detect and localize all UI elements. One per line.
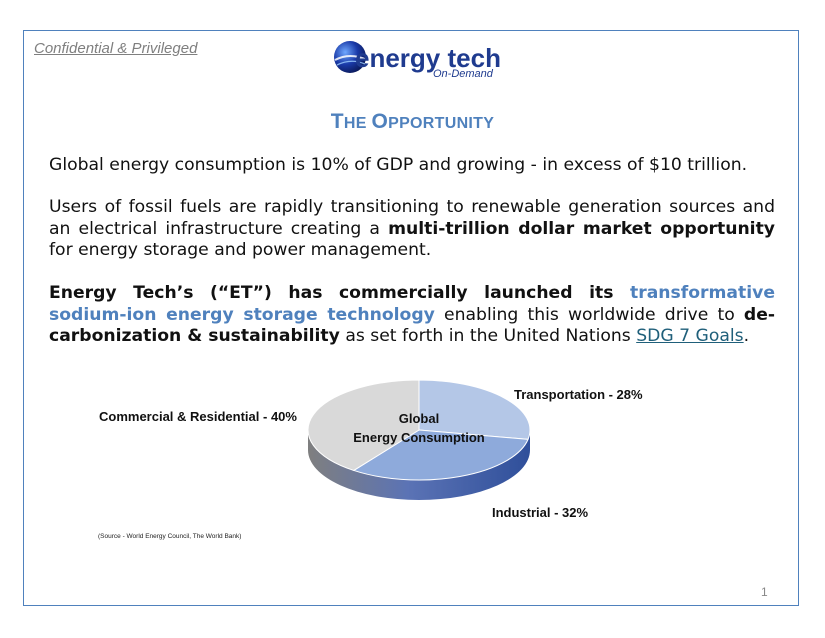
svg-text:energy tech: energy tech: [355, 43, 501, 73]
pie-title-line1: Global: [399, 411, 439, 426]
slide-frame: [23, 30, 799, 606]
page-number: 1: [761, 585, 768, 599]
chart-source-note: (Source - World Energy Council, The Worl…: [98, 533, 242, 540]
pie-slice-commercial-residential: [307, 379, 420, 471]
paragraph-fossil-fuels: Users of fossil fuels are rapidly transi…: [49, 197, 775, 260]
pie-side-wall: [308, 430, 530, 500]
sdg7-goals-link[interactable]: SDG 7 Goals: [636, 326, 744, 346]
slice-label-transportation: Transportation - 28%: [514, 387, 643, 402]
slice-label-commercial: Commercial & Residential - 40%: [99, 409, 297, 424]
paragraph-energy-tech: Energy Tech’s (“ET”) has commercially la…: [49, 283, 775, 346]
svg-text:On-Demand: On-Demand: [433, 68, 494, 80]
pie-slice-industrial: [352, 429, 529, 481]
confidential-notice: Confidential & Privileged: [34, 40, 198, 57]
slice-label-industrial: Industrial - 32%: [492, 505, 589, 520]
slide-title: THE OPPORTUNITY: [330, 110, 495, 133]
energy-consumption-pie-chart: Global Energy Consumption Transportation…: [99, 379, 643, 520]
pie-title-line2: Energy Consumption: [353, 430, 485, 445]
paragraph-energy-consumption: Global energy consumption is 10% of GDP …: [49, 155, 748, 175]
energy-tech-logo: energy tech On-Demand: [334, 41, 501, 80]
pie-slice-transportation: [418, 379, 531, 440]
